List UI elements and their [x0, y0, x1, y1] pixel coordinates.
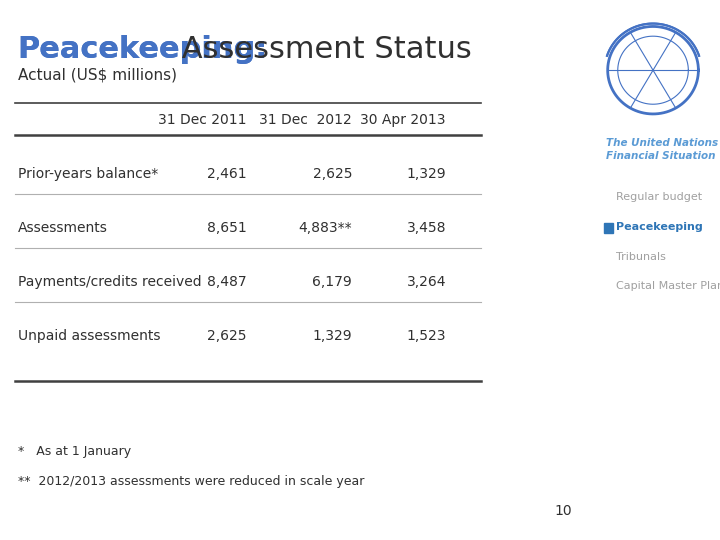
Text: *   As at 1 January: * As at 1 January	[17, 446, 131, 458]
Text: 2,625: 2,625	[207, 329, 246, 343]
Text: 30 Apr 2013: 30 Apr 2013	[361, 113, 446, 127]
Text: The United Nations
Financial Situation: The United Nations Financial Situation	[606, 138, 719, 161]
Text: Assessments: Assessments	[17, 221, 107, 235]
Text: 2,461: 2,461	[207, 167, 246, 181]
Text: Assessment Status: Assessment Status	[172, 35, 472, 64]
Text: 8,487: 8,487	[207, 275, 246, 289]
Text: Unpaid assessments: Unpaid assessments	[17, 329, 160, 343]
Text: Capital Master Plan: Capital Master Plan	[616, 281, 720, 291]
Text: Peacekeeping:: Peacekeeping:	[17, 35, 268, 64]
Text: **  2012/2013 assessments were reduced in scale year: ** 2012/2013 assessments were reduced in…	[17, 475, 364, 488]
Text: Tribunals: Tribunals	[616, 252, 665, 261]
Text: Peacekeeping: Assessment Status: Peacekeeping: Assessment Status	[17, 35, 539, 64]
Text: 6,179: 6,179	[312, 275, 352, 289]
Text: Prior-years balance*: Prior-years balance*	[17, 167, 158, 181]
Text: Payments/credits received: Payments/credits received	[17, 275, 201, 289]
Text: 4,883**: 4,883**	[299, 221, 352, 235]
Text: 3,264: 3,264	[407, 275, 446, 289]
Text: 10: 10	[555, 504, 572, 518]
Text: 2,625: 2,625	[312, 167, 352, 181]
Text: 1,523: 1,523	[407, 329, 446, 343]
Text: 1,329: 1,329	[406, 167, 446, 181]
Text: 1,329: 1,329	[312, 329, 352, 343]
Text: 8,651: 8,651	[207, 221, 246, 235]
Text: Peacekeeping:: Peacekeeping:	[17, 35, 268, 64]
Text: Regular budget: Regular budget	[616, 192, 702, 202]
Text: Peacekeeping: Peacekeeping	[616, 222, 702, 232]
Text: 31 Dec  2012: 31 Dec 2012	[259, 113, 352, 127]
Text: 3,458: 3,458	[407, 221, 446, 235]
Text: 31 Dec 2011: 31 Dec 2011	[158, 113, 246, 127]
Text: Actual (US$ millions): Actual (US$ millions)	[17, 68, 176, 83]
